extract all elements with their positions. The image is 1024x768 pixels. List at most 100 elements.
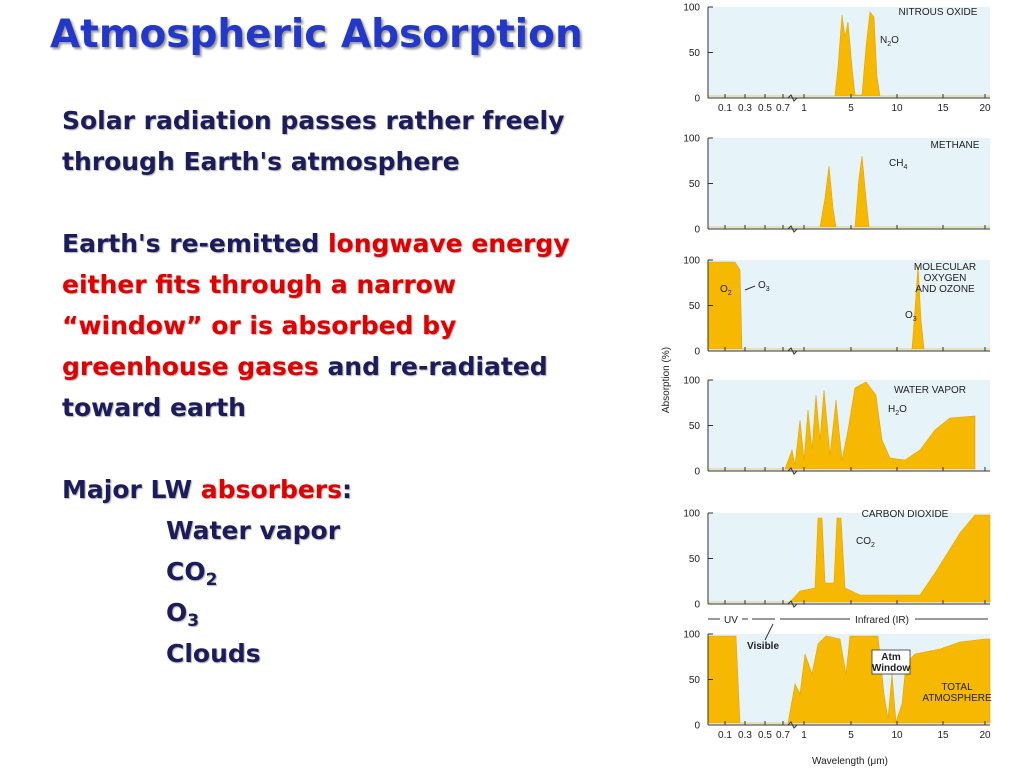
y-tick-label: 50 <box>689 421 701 432</box>
absorber: Water vapor <box>166 516 341 545</box>
absorbers-heading: Major LW absorbers: <box>62 469 602 510</box>
formula: H2O <box>888 404 907 417</box>
text: and re-radiated toward earth <box>62 352 548 422</box>
absorption-curve <box>708 11 990 97</box>
band-label-bg <box>850 613 915 625</box>
y-tick-label: 100 <box>683 256 700 267</box>
x-tick-label: 0.5 <box>758 730 772 741</box>
y-tick-label: 0 <box>694 721 700 732</box>
spectrum-panel: 0 50 100 NITROUS OXIDE <box>683 3 990 105</box>
panel-name: OXYGEN <box>924 273 967 284</box>
x-tick-label: 10 <box>891 730 903 741</box>
formula-base: H <box>888 404 895 415</box>
atm-window-box <box>871 649 911 675</box>
text: : <box>342 475 353 504</box>
text: Earth's re-emitted <box>62 229 328 258</box>
formula-tail: O <box>899 404 907 415</box>
axis-break <box>787 94 798 102</box>
y-tick-label: 0 <box>694 347 700 358</box>
formula: O3 <box>905 310 917 323</box>
x-tick-label: 5 <box>848 730 854 741</box>
paragraph: Earth's re-emitted longwave energy eithe… <box>62 223 602 428</box>
slide-body: Solar radiation passes rather freely thr… <box>62 100 602 674</box>
absorber: CO2 <box>62 551 602 592</box>
band-label-bg <box>720 613 742 625</box>
panel-name: NITROUS OXIDE <box>899 7 978 18</box>
x-tick-label: 15 <box>937 730 949 741</box>
y-tick-label: 0 <box>694 600 700 611</box>
band-label: Window <box>872 663 910 674</box>
panel-name: WATER VAPOR <box>894 385 966 396</box>
panel-background <box>708 260 990 351</box>
x-tick-label: 15 <box>937 103 949 114</box>
y-tick-label: 0 <box>694 467 700 478</box>
panel-name: ATMOSPHERE <box>922 693 992 704</box>
absorption-curve <box>707 261 990 350</box>
x-axis-label: Wavelength (μm) <box>812 756 888 767</box>
x-tick-label: 20 <box>979 103 991 114</box>
panel-name: METHANE <box>931 140 980 151</box>
y-tick-label: 0 <box>694 94 700 105</box>
y-axis-label: Absorption (%) <box>661 347 672 413</box>
spectrum-panel: 0 50 100 METHANE <box>683 134 990 236</box>
panel-name: AND OZONE <box>915 284 975 295</box>
y-tick-label: 100 <box>683 134 700 145</box>
formula-base: O <box>166 598 188 627</box>
y-tick-label: 50 <box>689 675 701 686</box>
highlight: absorbers <box>200 475 343 504</box>
absorption-curve <box>707 635 991 724</box>
formula-sub: 2 <box>895 410 899 417</box>
formula-sub: 3 <box>766 286 770 293</box>
y-tick-label: 100 <box>683 376 700 387</box>
absorption-curve <box>708 381 976 470</box>
y-tick-label: 100 <box>683 3 700 14</box>
x-tick-label: 0.3 <box>738 103 752 114</box>
formula-base: N <box>880 35 887 46</box>
y-tick-label: 50 <box>689 48 701 59</box>
formula-base: O <box>720 284 728 295</box>
formula-sub: 2 <box>728 290 732 297</box>
formula-sub: 3 <box>913 316 917 323</box>
x-tick-label: 1 <box>801 730 807 741</box>
y-tick-label: 100 <box>683 630 700 641</box>
formula-sub: 2 <box>887 41 891 48</box>
formula-base: CO <box>856 536 871 547</box>
y-tick-label: 50 <box>689 179 701 190</box>
formula-base: O <box>758 280 766 291</box>
spectrum-panel: 0 50 100 WATER VAPOR <box>683 376 990 478</box>
formula-tail: O <box>891 35 899 46</box>
absorber: Clouds <box>166 639 261 668</box>
x-tick-label: 0.1 <box>718 730 732 741</box>
x-tick-label: 1 <box>801 103 807 114</box>
formula: N2O <box>880 35 899 48</box>
absorber: O3 <box>62 592 602 633</box>
panel-name: CARBON DIOXIDE <box>862 509 949 520</box>
x-tick-label: 10 <box>891 103 903 114</box>
x-tick-label: 0.5 <box>758 103 772 114</box>
band-label: Infrared (IR) <box>855 615 909 626</box>
text: Major LW <box>62 475 201 504</box>
formula-base: CO <box>166 557 206 586</box>
panel-background <box>708 138 990 229</box>
x-tick-label: 0.7 <box>776 103 790 114</box>
formula: CO2 <box>856 536 875 549</box>
formula: O3 <box>758 280 770 293</box>
band-label: Visible <box>747 641 779 652</box>
formula: CH4 <box>889 158 907 171</box>
x-tick-label: 0.3 <box>738 730 752 741</box>
formula: O2 <box>720 284 732 297</box>
highlight: longwave energy either fits through a na… <box>62 229 570 381</box>
y-tick-label: 50 <box>689 554 701 565</box>
panel-name: MOLECULAR <box>914 262 976 273</box>
formula-sub: 2 <box>205 570 218 591</box>
x-tick-label: 0.1 <box>718 103 732 114</box>
panel-name: TOTAL <box>941 682 973 693</box>
spectrum-panel: 0 50 100 CARBON DIOXIDE <box>683 509 991 611</box>
axis-break <box>787 467 798 475</box>
band-label: UV <box>724 615 738 626</box>
axis-break <box>787 347 798 355</box>
formula-sub: 3 <box>187 611 200 632</box>
formula-base: CH <box>889 158 903 169</box>
